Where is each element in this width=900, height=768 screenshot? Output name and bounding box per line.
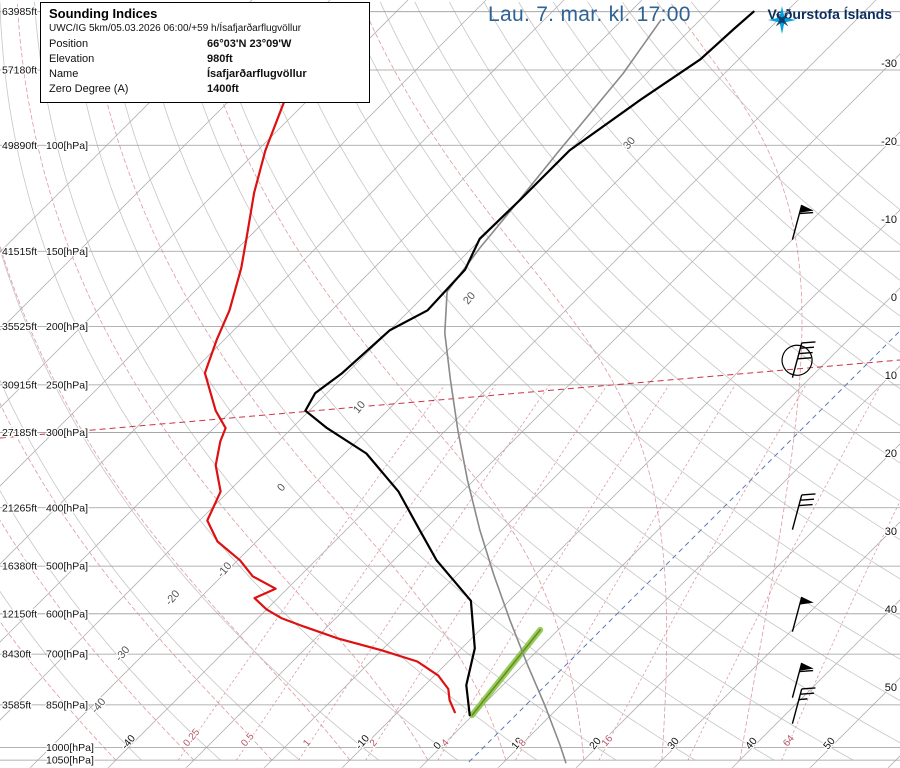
pressure-label: 700[hPa] — [46, 649, 88, 661]
right-temp-label: -10 — [881, 214, 897, 226]
infobox-title: Sounding Indices — [49, 6, 158, 21]
aux-lines — [0, 330, 900, 763]
pressure-label: 200[hPa] — [46, 321, 88, 333]
diagonal-grid-label: 10 — [351, 399, 368, 416]
pressure-label: 250[hPa] — [46, 379, 88, 391]
dewpoint-curve — [203, 10, 456, 714]
snowflake-star-icon — [767, 6, 796, 34]
pressure-label: 400[hPa] — [46, 502, 88, 514]
pressure-label: 1050[hPa] — [46, 755, 94, 767]
right-temp-label: 50 — [885, 682, 897, 694]
diagonal-grid-label: -10 — [215, 560, 234, 580]
info-row-zero-degree: Zero Degree (A) 1400ft — [49, 82, 361, 97]
altitude-label: 30915ft — [2, 379, 37, 391]
moist-adiabats — [0, 1, 803, 761]
info-value: 980ft — [207, 53, 233, 65]
altitude-label: 8430ft — [2, 649, 31, 661]
wind-barbs — [781, 204, 816, 724]
right-temp-label: -20 — [881, 136, 897, 148]
diagonal-grid-label: -20 — [163, 588, 182, 608]
diagonal-grid-label: 30 — [621, 135, 638, 152]
info-row-name: Name Ísafjarðarflugvöllur — [49, 67, 361, 82]
logo-text: Veðurstofa Íslands — [767, 6, 892, 22]
right-temp-label: -30 — [881, 58, 897, 70]
mixing-ratio-label: 64 — [781, 733, 797, 749]
altitude-label: 3585ft — [2, 699, 31, 711]
wind-barb — [791, 493, 816, 530]
altitude-label: 49890ft — [2, 140, 37, 152]
altitude-label: 27185ft — [2, 427, 37, 439]
pressure-label: 500[hPa] — [46, 561, 88, 573]
wind-barb — [791, 687, 816, 724]
right-temp-label: 20 — [885, 448, 897, 460]
altitude-label: 35525ft — [2, 321, 37, 333]
diagonal-grid-label: -30 — [113, 644, 132, 664]
info-label: Name — [49, 68, 79, 80]
lift-highlight-core — [471, 629, 542, 716]
pressure-label: 1000[hPa] — [46, 742, 94, 754]
pressure-lines — [0, 11, 900, 761]
bottom-temp-label: 50 — [821, 735, 838, 752]
parcel-curve — [443, 19, 662, 764]
pressure-label: 150[hPa] — [46, 246, 88, 258]
mixing-ratio-label: 16 — [600, 733, 616, 749]
info-row-elevation: Elevation 980ft — [49, 52, 361, 67]
pressure-label: 300[hPa] — [46, 427, 88, 439]
bottom-temp-label: -40 — [119, 732, 138, 751]
right-temp-label: 10 — [885, 370, 897, 382]
diagonal-grid-label: 20 — [461, 290, 478, 307]
info-row-position: Position 66°03'N 23°09'W — [49, 37, 361, 52]
right-temp-label: 30 — [885, 526, 897, 538]
tropopause-line — [0, 359, 900, 439]
right-temp-label: 0 — [891, 292, 897, 304]
info-label: Position — [49, 38, 89, 50]
sounding-indices-box: Sounding Indices UWC/IG 5km/05.03.2026 0… — [40, 2, 370, 103]
altitude-label: 41515ft — [2, 246, 37, 258]
info-value: 66°03'N 23°09'W — [207, 38, 292, 50]
info-value: 1400ft — [207, 83, 239, 95]
model-run-line: UWC/IG 5km/05.03.2026 06:00/+59 h/Ísafja… — [49, 23, 302, 34]
right-temp-label: 40 — [885, 604, 897, 616]
altitude-label: 63985ft — [2, 6, 37, 18]
temperature-curve — [304, 10, 755, 717]
mixing-ratio-lines — [177, 384, 900, 761]
altitude-label: 57180ft — [2, 65, 37, 77]
altitude-label: 12150ft — [2, 608, 37, 620]
valid-time-title: Lau. 7. mar. kl. 17:00 — [488, 3, 691, 26]
altitude-label: 16380ft — [2, 561, 37, 573]
altitude-label: 21265ft — [2, 502, 37, 514]
blue-dashed-line — [468, 330, 900, 763]
sounding-curves — [203, 10, 755, 764]
vedurstofa-logo: Veðurstofa Íslands — [767, 6, 892, 34]
wind-barb — [781, 341, 816, 378]
pressure-label: 600[hPa] — [46, 608, 88, 620]
pressure-label: 850[hPa] — [46, 699, 88, 711]
wind-barb — [791, 596, 814, 632]
info-label: Elevation — [49, 53, 95, 65]
wind-barb — [791, 662, 814, 698]
bottom-temp-label: 40 — [743, 735, 760, 752]
pressure-label: 100[hPa] — [46, 140, 88, 152]
info-value: Ísafjarðarflugvöllur — [207, 68, 307, 80]
axis-labels: 63985ft 57180ft 49890ft 41515ft 35525ft 30915… — [1, 5, 899, 768]
bottom-temp-label: 30 — [665, 735, 682, 752]
diagonal-grid-label: 0 — [275, 482, 288, 494]
info-label: Zero Degree (A) — [49, 83, 129, 95]
diagonal-grid-label: -40 — [89, 696, 108, 716]
wind-barb — [791, 204, 814, 240]
